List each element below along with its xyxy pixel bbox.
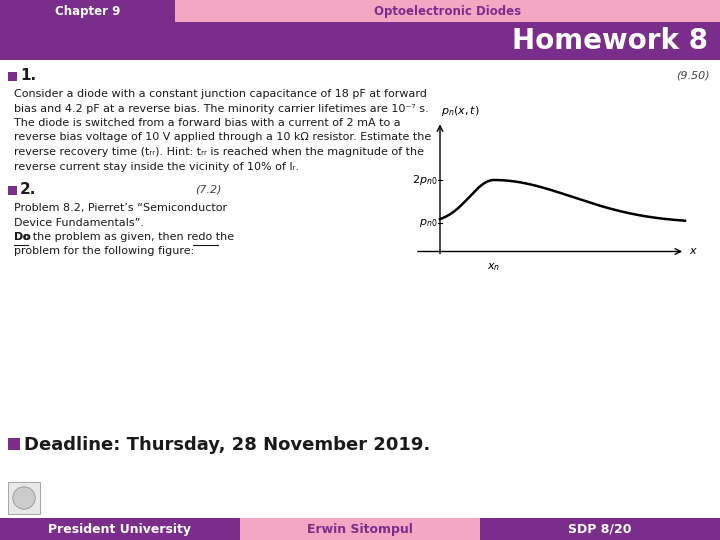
Text: $x_n$: $x_n$ bbox=[487, 261, 500, 273]
Text: Chapter 9: Chapter 9 bbox=[55, 4, 120, 17]
Text: Consider a diode with a constant junction capacitance of 18 pF at forward: Consider a diode with a constant junctio… bbox=[14, 89, 427, 99]
Bar bbox=[8, 482, 40, 514]
Text: 1.: 1. bbox=[20, 69, 36, 84]
Text: Do: Do bbox=[14, 232, 31, 242]
Text: Homework 8: Homework 8 bbox=[512, 27, 708, 55]
Bar bbox=[0, 60, 720, 518]
Text: Erwin Sitompul: Erwin Sitompul bbox=[307, 523, 413, 536]
Text: Deadline: Thursday, 28 November 2019.: Deadline: Thursday, 28 November 2019. bbox=[24, 436, 431, 454]
Text: reverse bias voltage of 10 V applied through a 10 kΩ resistor. Estimate the: reverse bias voltage of 10 V applied thr… bbox=[14, 132, 431, 143]
Bar bbox=[8, 438, 20, 450]
Bar bbox=[240, 518, 480, 540]
Text: $p_{n0}$: $p_{n0}$ bbox=[418, 217, 437, 229]
Text: (9.50): (9.50) bbox=[676, 71, 710, 81]
Text: Device Fundamentals”.: Device Fundamentals”. bbox=[14, 218, 144, 227]
Text: reverse current stay inside the vicinity of 10% of Iᵣ.: reverse current stay inside the vicinity… bbox=[14, 161, 299, 172]
Text: problem for the following figure:: problem for the following figure: bbox=[14, 246, 194, 256]
Bar bbox=[0, 0, 175, 22]
Text: (7.2): (7.2) bbox=[195, 185, 222, 195]
Text: Do the problem as given, then redo the: Do the problem as given, then redo the bbox=[14, 232, 234, 242]
Text: Problem 8.2, Pierret’s “Semiconductor: Problem 8.2, Pierret’s “Semiconductor bbox=[14, 203, 227, 213]
Text: bias and 4.2 pF at a reverse bias. The minority carrier lifetimes are 10⁻⁷ s.: bias and 4.2 pF at a reverse bias. The m… bbox=[14, 104, 428, 113]
Text: 2.: 2. bbox=[20, 183, 37, 198]
Bar bbox=[0, 518, 240, 540]
Text: reverse recovery time (tᵣᵣ). Hint: tᵣᵣ is reached when the magnitude of the: reverse recovery time (tᵣᵣ). Hint: tᵣᵣ i… bbox=[14, 147, 424, 157]
Text: $p_n(x,t)$: $p_n(x,t)$ bbox=[441, 105, 480, 118]
Bar bbox=[175, 0, 720, 22]
Circle shape bbox=[13, 487, 35, 509]
Bar bbox=[8, 71, 17, 80]
Bar bbox=[0, 22, 720, 60]
Text: Optoelectronic Diodes: Optoelectronic Diodes bbox=[374, 4, 521, 17]
Bar bbox=[480, 518, 720, 540]
Text: President University: President University bbox=[48, 523, 192, 536]
Text: SDP 8/20: SDP 8/20 bbox=[568, 523, 631, 536]
Bar bbox=[8, 186, 17, 194]
Text: $2p_{n0}$: $2p_{n0}$ bbox=[412, 173, 437, 187]
Text: $x$: $x$ bbox=[689, 246, 698, 256]
Text: The diode is switched from a forward bias with a current of 2 mA to a: The diode is switched from a forward bia… bbox=[14, 118, 400, 128]
